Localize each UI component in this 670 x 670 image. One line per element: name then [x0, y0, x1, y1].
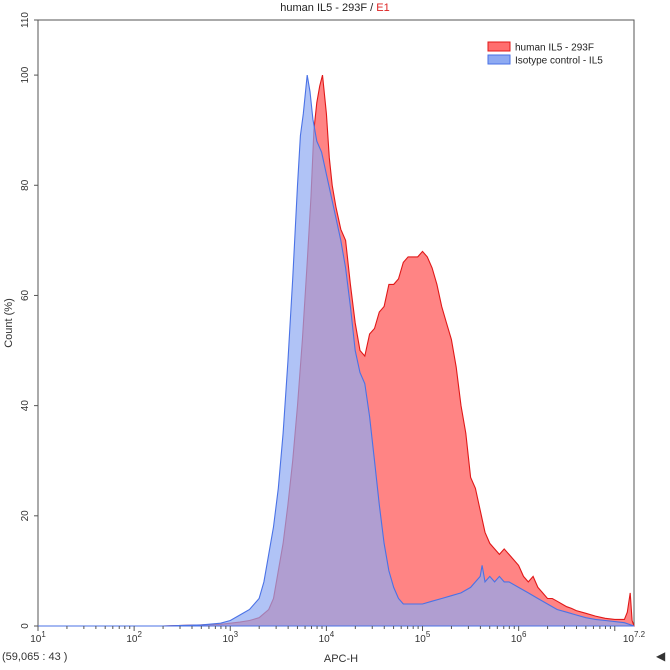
- x-tick-label: 105: [415, 630, 431, 645]
- x-tick-label: 106: [511, 630, 527, 645]
- y-axis-label: Count (%): [3, 298, 15, 348]
- x-tick-label: 107.2: [623, 630, 646, 645]
- chart-title-main: human IL5 - 293F: [280, 2, 368, 14]
- legend-swatch-sample: [487, 41, 511, 52]
- y-tick-label: 100: [20, 66, 31, 83]
- chart-title-separator: /: [367, 2, 377, 14]
- y-tick-label: 20: [20, 510, 31, 522]
- left-triangle-icon[interactable]: ◀: [656, 649, 666, 663]
- y-tick-label: 0: [20, 623, 31, 629]
- cursor-coordinate-readout: (59,065 : 43 ): [2, 651, 68, 663]
- x-axis-label: APC-H: [324, 653, 358, 665]
- legend-label-sample: human IL5 - 293F: [515, 43, 594, 54]
- chart-title: human IL5 - 293F / E1: [0, 2, 670, 14]
- series-area-isotype: [38, 75, 635, 627]
- y-tick-label: 80: [20, 179, 31, 191]
- y-tick-label: 110: [20, 12, 31, 28]
- legend-swatch-isotype: [487, 54, 511, 65]
- x-tick-label: 102: [126, 630, 142, 645]
- y-tick-label: 40: [20, 400, 31, 412]
- legend-label-isotype: Isotype control - IL5: [515, 56, 603, 67]
- x-tick-label: 101: [30, 630, 46, 645]
- x-tick-label: 104: [319, 630, 335, 645]
- chart-title-gate: E1: [376, 2, 390, 14]
- y-tick-label: 60: [20, 289, 31, 301]
- x-tick-label: 103: [222, 630, 238, 645]
